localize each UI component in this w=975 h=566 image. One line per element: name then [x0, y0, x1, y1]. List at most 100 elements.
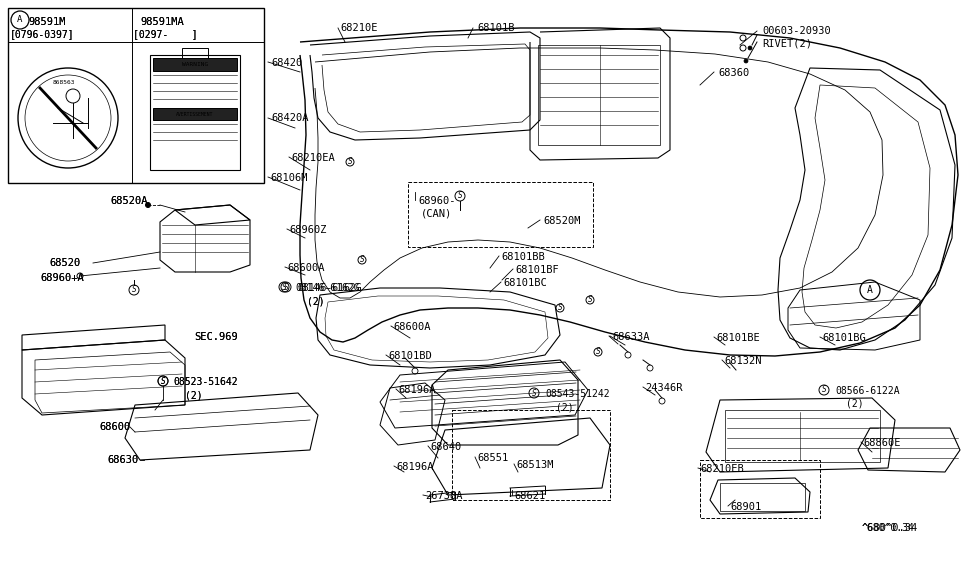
Bar	[720, 483, 805, 511]
Text: 68640: 68640	[430, 442, 461, 452]
Text: (2): (2)	[185, 390, 203, 400]
Text: S: S	[588, 295, 593, 305]
Text: 68901: 68901	[730, 502, 761, 512]
Text: [0796-0397]: [0796-0397]	[10, 29, 75, 39]
Text: 68420A: 68420A	[271, 113, 308, 123]
Text: 68600: 68600	[99, 422, 131, 432]
Text: 08543-51242: 08543-51242	[545, 389, 609, 399]
Text: (2): (2)	[307, 296, 325, 306]
Text: 68132N: 68132N	[724, 356, 761, 366]
Text: 68420: 68420	[271, 58, 302, 68]
Bar	[538, 45, 660, 145]
Bar	[153, 108, 237, 120]
Text: 68960-: 68960-	[418, 196, 455, 206]
Bar	[725, 410, 880, 462]
Text: S: S	[558, 303, 563, 312]
Text: ^680^0.34: ^680^0.34	[862, 523, 915, 533]
Text: 98591MA: 98591MA	[140, 17, 183, 27]
Text: RIVET(2): RIVET(2)	[762, 38, 812, 48]
Text: 98591M: 98591M	[28, 17, 65, 27]
Text: ^680^0.34: ^680^0.34	[862, 523, 918, 533]
Text: 68600A: 68600A	[393, 322, 431, 332]
Text: 68960+A: 68960+A	[40, 273, 84, 283]
Text: (2): (2)	[185, 390, 203, 400]
Text: (CAN): (CAN)	[421, 208, 452, 218]
Text: 98591MA: 98591MA	[140, 17, 183, 27]
Text: 68101BE: 68101BE	[716, 333, 760, 343]
Text: 26738A: 26738A	[425, 491, 462, 501]
Text: 68101BC: 68101BC	[503, 278, 547, 288]
Text: 08566-6122A: 08566-6122A	[835, 386, 900, 396]
Text: WARNING: WARNING	[182, 62, 208, 66]
Bar	[8, 8, 264, 183]
Text: 68106M: 68106M	[270, 173, 307, 183]
Text: 68600A: 68600A	[287, 263, 325, 273]
Text: (2): (2)	[846, 399, 864, 409]
Text: 68210EA: 68210EA	[291, 153, 334, 163]
Text: 68196A: 68196A	[396, 462, 434, 472]
Text: 68101B: 68101B	[477, 23, 515, 33]
Text: 08523-51642: 08523-51642	[173, 377, 238, 387]
Text: S: S	[457, 191, 462, 200]
Text: 68513M: 68513M	[516, 460, 554, 470]
Text: 68860E: 68860E	[863, 438, 901, 448]
Text: 68196A: 68196A	[398, 385, 436, 395]
Text: SEC.969: SEC.969	[194, 332, 238, 342]
Bar	[452, 410, 610, 500]
Text: 68520: 68520	[49, 258, 80, 268]
Text: S: S	[161, 376, 166, 385]
Text: S: S	[531, 388, 536, 397]
Text: 08146-6162G: 08146-6162G	[297, 283, 362, 293]
Text: 68551: 68551	[477, 453, 508, 463]
Text: 868563: 868563	[53, 80, 75, 85]
Text: (2): (2)	[307, 296, 325, 306]
Text: 68630: 68630	[107, 455, 138, 465]
Text: S: S	[348, 157, 352, 166]
Text: A: A	[867, 285, 873, 295]
Text: S: S	[161, 376, 166, 385]
Text: 68210E: 68210E	[340, 23, 377, 33]
Text: 68960+A: 68960+A	[40, 273, 84, 283]
Text: S: S	[822, 385, 827, 395]
Text: S: S	[596, 348, 601, 357]
Text: 68520M: 68520M	[543, 216, 580, 226]
Text: 68101BB: 68101BB	[501, 252, 545, 262]
Circle shape	[744, 59, 748, 63]
Text: 00603-20930: 00603-20930	[762, 26, 831, 36]
Circle shape	[145, 203, 150, 208]
Text: S: S	[284, 282, 289, 291]
Text: 08523-51642: 08523-51642	[173, 377, 238, 387]
Bar	[153, 58, 237, 71]
Circle shape	[748, 46, 752, 50]
Bar	[150, 55, 240, 170]
Text: S: S	[282, 282, 287, 291]
Text: 98591M: 98591M	[28, 17, 65, 27]
Text: 68600: 68600	[99, 422, 131, 432]
Text: 08146-6162G: 08146-6162G	[295, 283, 360, 293]
Text: (2): (2)	[556, 402, 573, 412]
Text: S: S	[132, 285, 136, 294]
Text: 68630: 68630	[107, 455, 138, 465]
Text: [0297-    ]: [0297- ]	[133, 29, 198, 39]
Text: 68101BF: 68101BF	[515, 265, 559, 275]
Text: [0297-    ]: [0297- ]	[133, 29, 198, 39]
Text: 68633A: 68633A	[612, 332, 649, 342]
Bar	[182, 48, 208, 60]
Text: 68210EB: 68210EB	[700, 464, 744, 474]
Text: 68360: 68360	[718, 68, 749, 78]
Text: 24346R: 24346R	[645, 383, 682, 393]
Text: 68101BD: 68101BD	[388, 351, 432, 361]
Text: SEC.969: SEC.969	[194, 332, 238, 342]
Text: 68520: 68520	[49, 258, 80, 268]
Text: 68520A: 68520A	[110, 196, 147, 206]
Text: A: A	[18, 15, 22, 24]
Bar	[700, 460, 820, 518]
Text: AVERTISSEMENT: AVERTISSEMENT	[176, 112, 214, 117]
Text: [0796-0397]: [0796-0397]	[10, 29, 75, 39]
Bar	[408, 182, 593, 247]
Text: 68960Z: 68960Z	[289, 225, 327, 235]
Text: 68621: 68621	[514, 491, 545, 501]
Text: S: S	[360, 255, 365, 264]
Text: 68101BG: 68101BG	[822, 333, 866, 343]
Text: 68520A: 68520A	[110, 196, 147, 206]
